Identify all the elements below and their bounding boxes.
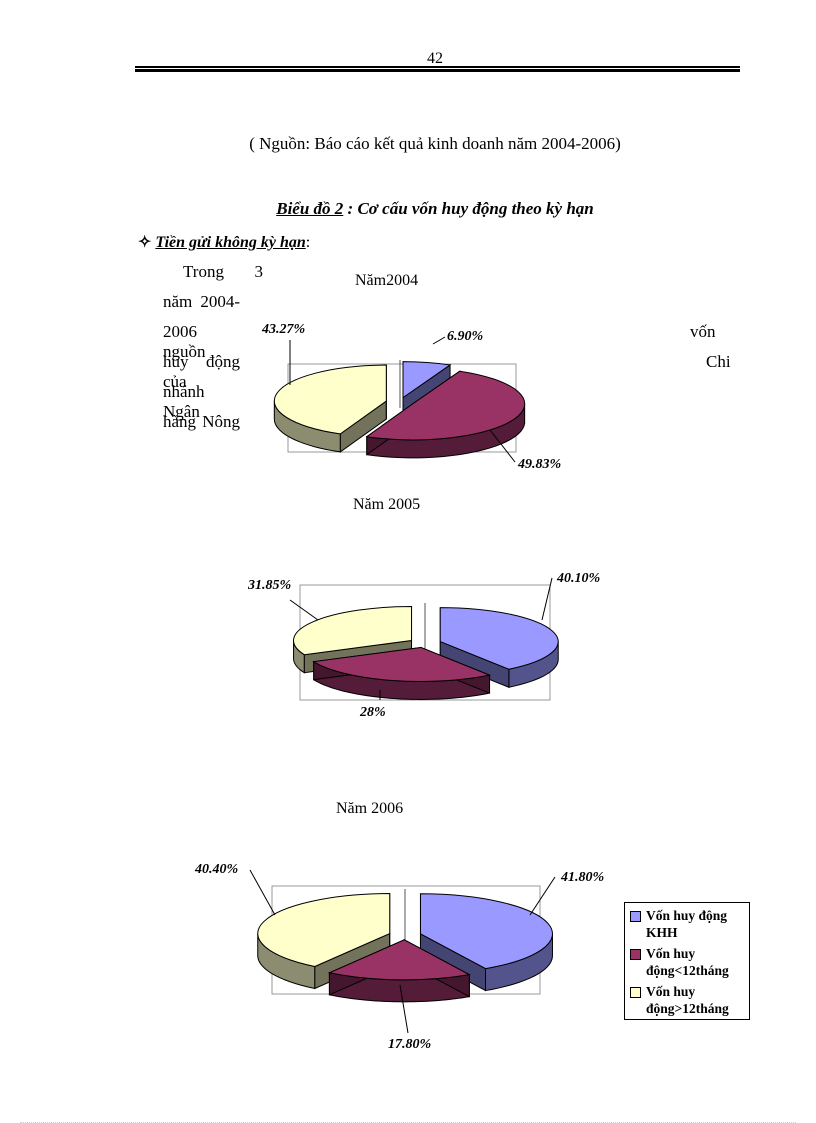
figure-caption-label: Biểu đồ 2	[276, 199, 344, 218]
chart-title-2006: Năm 2006	[336, 800, 404, 817]
paragraph-line: năm 2004-	[163, 292, 240, 311]
header-rule-thick	[135, 69, 740, 72]
leader-line	[541, 577, 553, 621]
leader-line	[489, 429, 516, 463]
leader-line	[529, 876, 556, 916]
paragraph-line: Chi	[706, 352, 731, 371]
data-label-gt12: 31.85%	[247, 578, 291, 593]
data-label-lt12: 49.83%	[517, 457, 561, 472]
pie-slice-gt12	[273, 364, 387, 435]
chart-title-2005: Năm 2005	[353, 496, 421, 513]
paragraph-line: vốn	[690, 322, 716, 341]
leader-line	[399, 984, 409, 1034]
diamond-star-icon: ✧	[138, 234, 152, 251]
pie-slice-lt12	[312, 646, 492, 682]
data-label-khh: 6.90%	[447, 329, 483, 344]
subheading: ✧ Tiền gửi không kỳ hạn:	[138, 232, 310, 252]
paragraph-line: huy động của	[163, 352, 240, 391]
paragraph-line: nhánh Ngân	[163, 382, 205, 421]
legend-label: Vốn huy động>12tháng	[646, 984, 729, 1016]
data-label-gt12: 40.40%	[194, 862, 238, 877]
legend-swatch	[630, 987, 641, 998]
chart-title-2004: Năm2004	[355, 272, 419, 289]
pie-slice-gt12	[257, 893, 391, 968]
legend-label: Vốn huy động<12tháng	[646, 946, 729, 978]
source-note: ( Nguồn: Báo cáo kết quả kinh doanh năm …	[249, 134, 621, 153]
pie-slice-khh	[439, 607, 559, 670]
subheading-text: Tiền gửi không kỳ hạn	[155, 234, 306, 251]
pie-slice-lt12	[365, 370, 526, 441]
pie-slice-khh	[402, 361, 452, 399]
paragraph-line: hàng Nông	[163, 412, 240, 431]
page-number: 42	[427, 50, 443, 67]
chart-legend: Vốn huy động KHH Vốn huy động<12tháng Vố…	[624, 902, 750, 1020]
data-label-khh: 41.80%	[560, 870, 604, 885]
legend-label: Vốn huy động KHH	[646, 908, 728, 940]
subheading-suffix: :	[305, 234, 311, 251]
leader-line	[289, 599, 319, 621]
data-label-khh: 40.10%	[556, 571, 600, 586]
leader-line	[249, 869, 276, 916]
pie-slice-lt12	[327, 939, 471, 981]
pie-slice-gt12	[293, 606, 413, 656]
paragraph-line: 2006 nguồn	[163, 322, 206, 361]
leader-line	[432, 336, 446, 345]
figure-caption: Biểu đồ 2 : Cơ cấu vốn huy động theo kỳ …	[0, 199, 816, 219]
pie-slice-khh	[419, 893, 553, 970]
legend-swatch	[630, 911, 641, 922]
header-rule-thin	[135, 66, 740, 68]
figure-caption-text: : Cơ cấu vốn huy động theo kỳ hạn	[347, 199, 594, 218]
paragraph-line: Trong 3	[183, 262, 263, 281]
data-label-lt12: 17.80%	[388, 1037, 431, 1052]
legend-swatch	[630, 949, 641, 960]
data-label-gt12: 43.27%	[261, 322, 305, 337]
data-label-lt12: 28%	[359, 705, 386, 720]
